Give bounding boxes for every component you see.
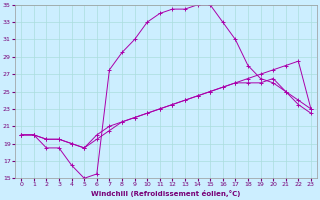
X-axis label: Windchill (Refroidissement éolien,°C): Windchill (Refroidissement éolien,°C)	[92, 190, 241, 197]
